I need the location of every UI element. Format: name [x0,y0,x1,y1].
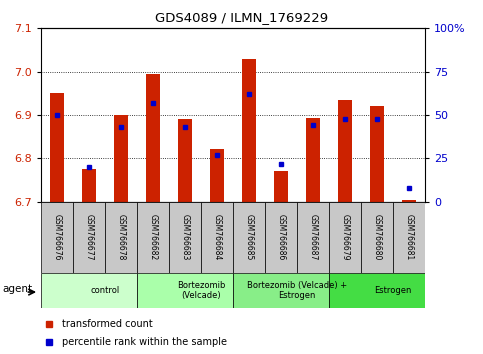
Bar [82,169,96,202]
Bar [306,118,320,202]
Bar [137,273,233,308]
Bar [297,202,329,273]
Bar [361,202,393,273]
Text: GSM766677: GSM766677 [85,214,94,261]
Text: GSM766684: GSM766684 [213,214,222,261]
Text: agent: agent [2,284,32,293]
Bar [41,202,73,273]
Bar [370,105,384,202]
Bar [114,115,128,202]
Text: Estrogen: Estrogen [374,286,412,295]
Bar [146,74,160,202]
Text: control: control [90,286,120,295]
Text: Bortezomib (Velcade) +
Estrogen: Bortezomib (Velcade) + Estrogen [247,281,347,300]
Bar [73,202,105,273]
Bar [393,202,425,273]
Bar [210,149,224,202]
Bar [338,100,352,202]
Bar [233,273,329,308]
Text: GSM766687: GSM766687 [309,214,317,261]
Bar [329,273,425,308]
Text: GSM766678: GSM766678 [116,214,126,261]
Bar [274,171,288,202]
Text: GDS4089 / ILMN_1769229: GDS4089 / ILMN_1769229 [155,11,328,24]
Bar [169,202,201,273]
Text: GSM766685: GSM766685 [244,214,254,261]
Text: GSM766676: GSM766676 [53,214,61,261]
Bar [233,202,265,273]
Bar [105,202,137,273]
Bar [178,119,192,202]
Bar [329,202,361,273]
Text: GSM766683: GSM766683 [181,214,189,261]
Bar [242,59,256,202]
Text: GSM766682: GSM766682 [149,214,157,260]
Bar [402,200,416,202]
Text: GSM766679: GSM766679 [341,214,350,261]
Text: Bortezomib
(Velcade): Bortezomib (Velcade) [177,281,225,300]
Bar [137,202,169,273]
Bar [50,93,64,202]
Text: GSM766681: GSM766681 [405,214,413,260]
Text: GSM766686: GSM766686 [277,214,285,261]
Bar [201,202,233,273]
Bar [265,202,297,273]
Text: GSM766680: GSM766680 [372,214,382,261]
Bar [41,273,137,308]
Text: transformed count: transformed count [62,319,153,329]
Text: percentile rank within the sample: percentile rank within the sample [62,337,227,348]
